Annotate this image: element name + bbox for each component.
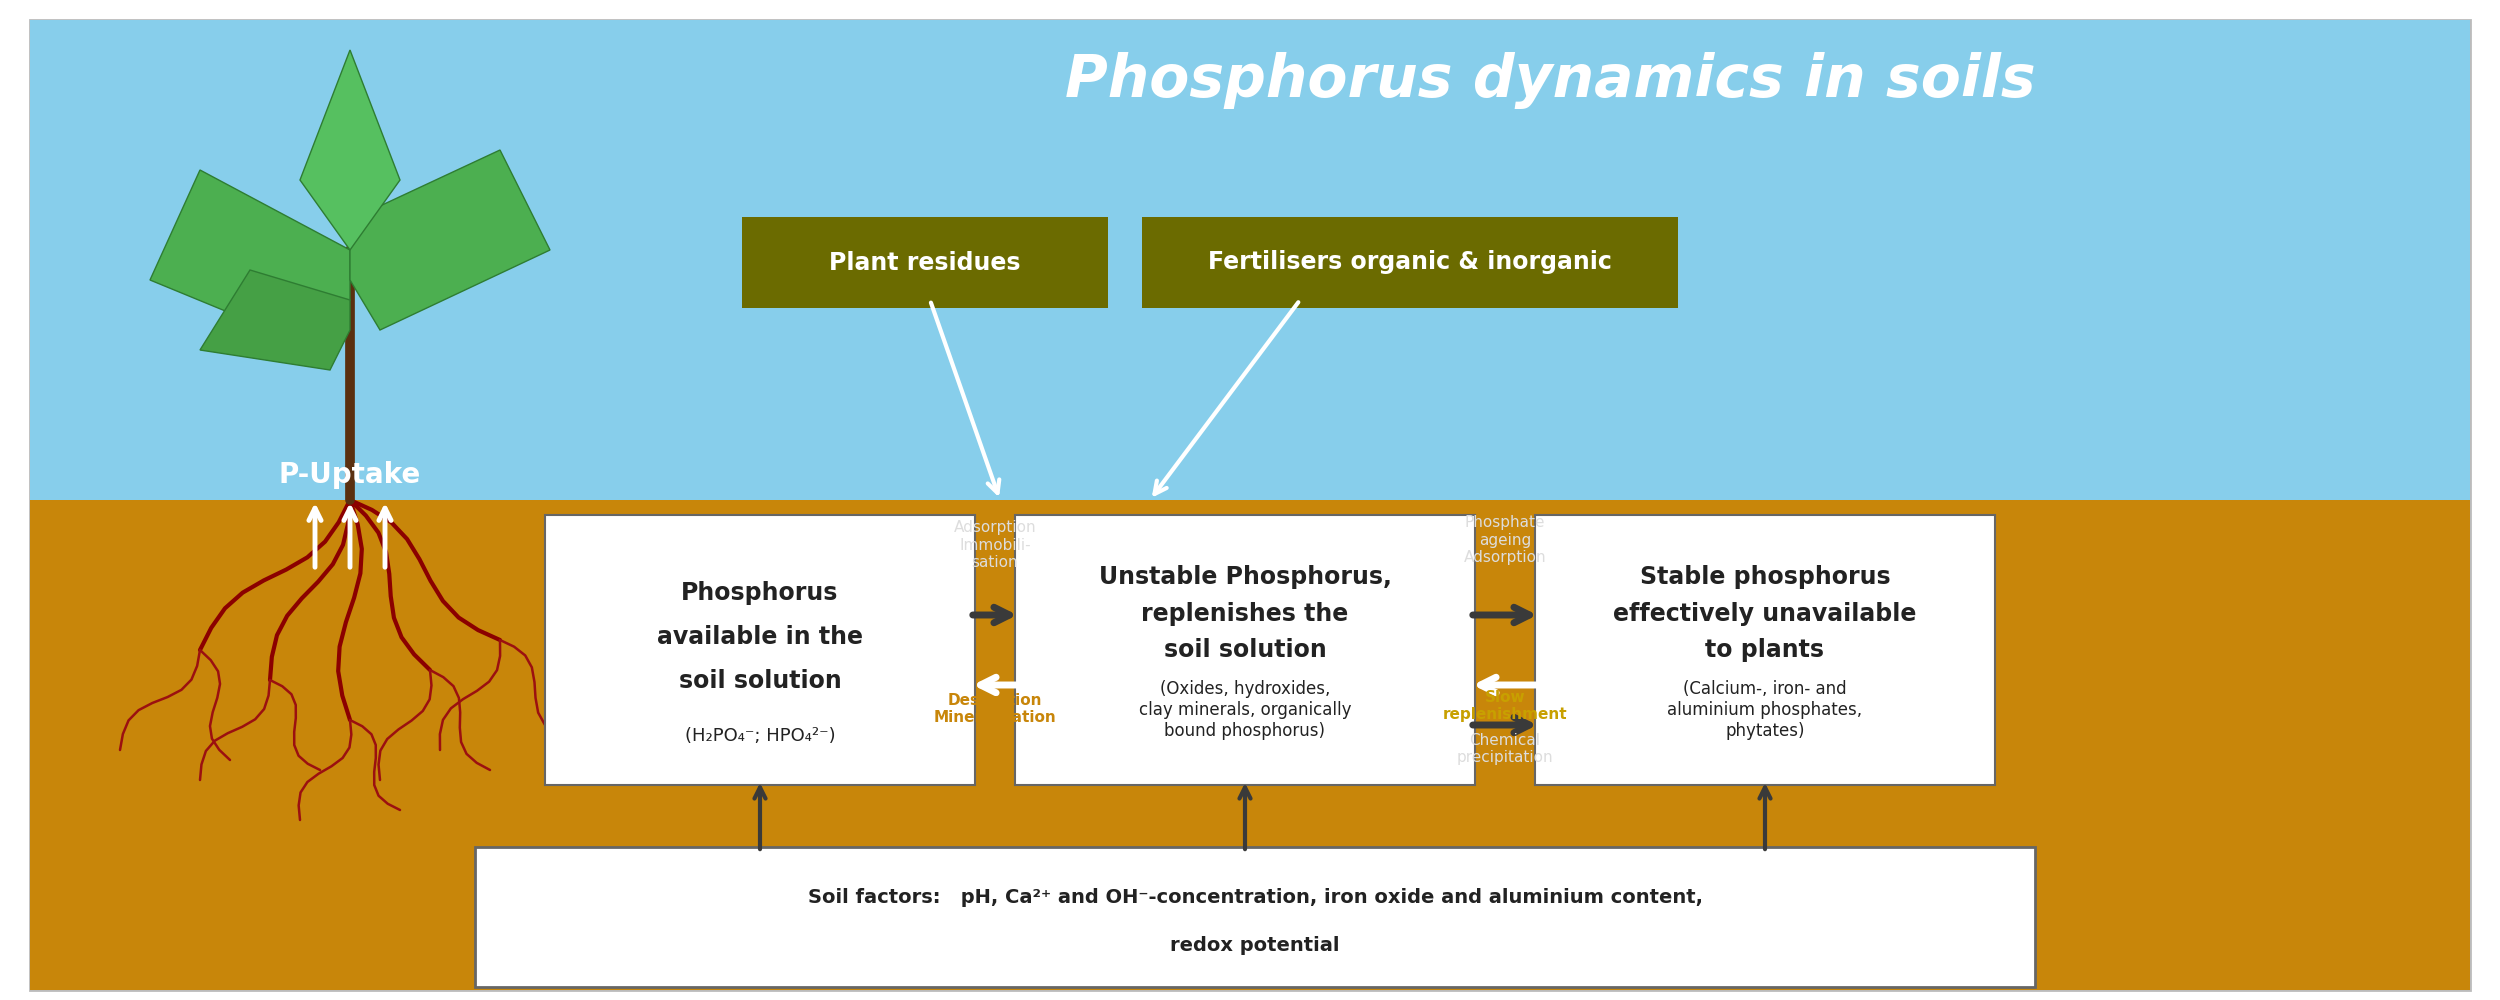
Bar — [30, 20, 2470, 500]
FancyBboxPatch shape — [475, 847, 2035, 987]
Bar — [30, 500, 2470, 990]
Text: Phosphorus: Phosphorus — [682, 581, 838, 605]
Text: available in the: available in the — [658, 625, 862, 649]
Text: (Oxides, hydroxides,
clay minerals, organically
bound phosphorus): (Oxides, hydroxides, clay minerals, orga… — [1140, 680, 1350, 740]
Polygon shape — [350, 150, 550, 330]
Text: Unstable Phosphorus,: Unstable Phosphorus, — [1098, 565, 1392, 589]
Text: redox potential: redox potential — [1170, 936, 1340, 955]
Text: Slow
replenishment: Slow replenishment — [1442, 690, 1568, 722]
FancyBboxPatch shape — [1015, 515, 1475, 785]
Text: P-Uptake: P-Uptake — [280, 461, 420, 489]
Polygon shape — [300, 50, 400, 250]
Text: soil solution: soil solution — [678, 669, 842, 693]
FancyBboxPatch shape — [545, 515, 975, 785]
Text: Fertilisers organic & inorganic: Fertilisers organic & inorganic — [1208, 250, 1612, 274]
Text: (H₂PO₄⁻; HPO₄²⁻): (H₂PO₄⁻; HPO₄²⁻) — [685, 727, 835, 745]
Text: replenishes the: replenishes the — [1142, 602, 1348, 626]
Text: effectively unavailable: effectively unavailable — [1612, 602, 1918, 626]
Text: Phosphate
ageing
Adsorption: Phosphate ageing Adsorption — [1462, 515, 1548, 565]
Text: Adsorption
Immobili-
sation: Adsorption Immobili- sation — [952, 520, 1038, 570]
Text: Soil factors:   pH, Ca²⁺ and OH⁻-concentration, iron oxide and aluminium content: Soil factors: pH, Ca²⁺ and OH⁻-concentra… — [808, 888, 1702, 907]
Text: Desorption
Mineralisation: Desorption Mineralisation — [932, 693, 1058, 725]
FancyBboxPatch shape — [742, 217, 1108, 308]
FancyBboxPatch shape — [30, 20, 2470, 990]
Text: Phosphorus dynamics in soils: Phosphorus dynamics in soils — [1065, 52, 2035, 109]
Text: soil solution: soil solution — [1162, 638, 1328, 662]
Polygon shape — [200, 270, 350, 370]
Polygon shape — [150, 170, 350, 350]
Text: to plants: to plants — [1705, 638, 1825, 662]
Text: Stable phosphorus: Stable phosphorus — [1640, 565, 1890, 589]
Text: Chemical
precipitation: Chemical precipitation — [1458, 733, 1552, 765]
Text: Plant residues: Plant residues — [830, 250, 1020, 274]
FancyBboxPatch shape — [1142, 217, 1678, 308]
FancyBboxPatch shape — [1535, 515, 1995, 785]
Text: (Calcium-, iron- and
aluminium phosphates,
phytates): (Calcium-, iron- and aluminium phosphate… — [1668, 680, 1862, 740]
